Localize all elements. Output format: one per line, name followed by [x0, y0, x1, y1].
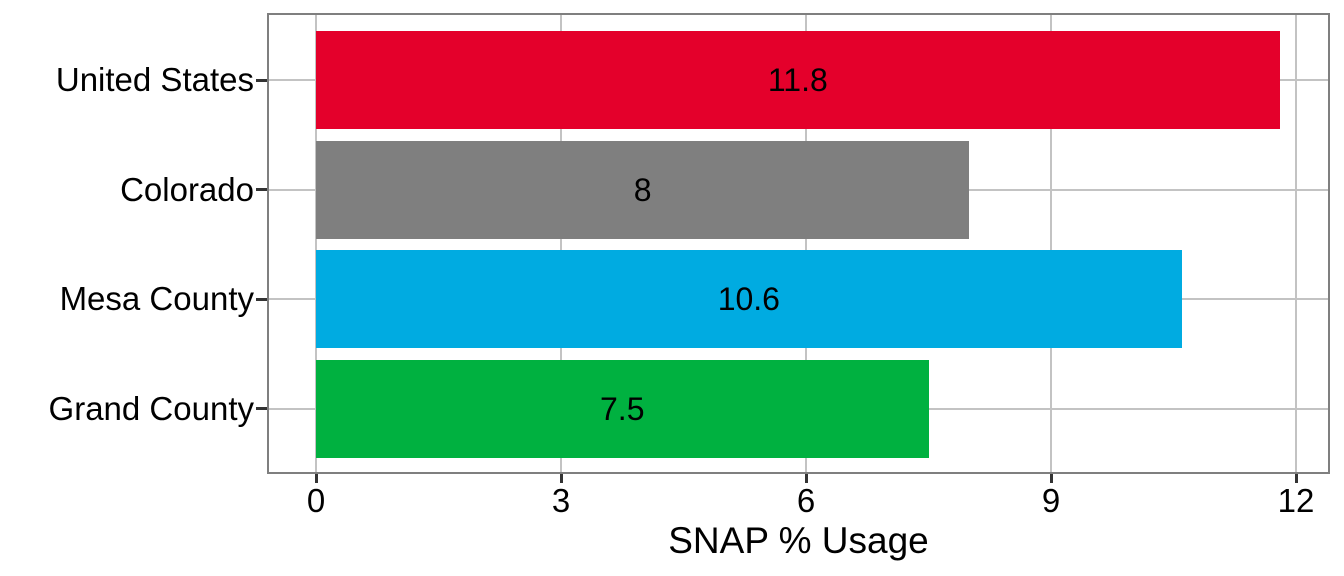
x-axis-title: SNAP % Usage — [668, 520, 929, 561]
x-axis-tick-label: 6 — [796, 482, 816, 519]
y-axis-tick — [256, 297, 267, 301]
x-axis-tick — [1049, 474, 1053, 483]
y-axis-category-label: United States — [55, 61, 254, 98]
y-axis-category-label: Colorado — [120, 170, 254, 208]
y-axis-tick — [256, 407, 267, 410]
y-axis-category-label: Grand County — [48, 389, 254, 427]
bar-value-label: 7.5 — [600, 390, 645, 427]
x-axis-tick-label: 9 — [1041, 482, 1061, 519]
x-axis-tick — [314, 474, 318, 483]
bar-mesa-county — [316, 250, 1182, 348]
bar-value-label: 11.8 — [767, 62, 828, 98]
x-axis-tick — [804, 474, 808, 483]
bar-value-label: 8 — [633, 171, 652, 208]
bar-united-states — [316, 31, 1280, 129]
bar-grand-county — [316, 359, 929, 458]
bar-value-label: 10.6 — [717, 281, 780, 317]
x-axis-tick — [1294, 474, 1298, 483]
x-gridline — [1050, 15, 1052, 472]
bar-colorado — [316, 140, 970, 239]
y-axis-category-label: Mesa County — [59, 280, 254, 317]
plot-panel-border — [267, 13, 1330, 474]
x-gridline — [1295, 15, 1297, 472]
y-axis-tick — [256, 188, 267, 191]
x-axis-tick-label: 3 — [551, 482, 571, 519]
x-axis-tick — [559, 474, 563, 483]
x-gridline — [315, 15, 317, 472]
x-axis-tick-label: 12 — [1277, 482, 1315, 519]
y-axis-tick — [256, 78, 267, 82]
x-gridline — [805, 15, 807, 472]
x-gridline — [560, 15, 562, 472]
x-axis-tick-label: 0 — [306, 482, 326, 519]
